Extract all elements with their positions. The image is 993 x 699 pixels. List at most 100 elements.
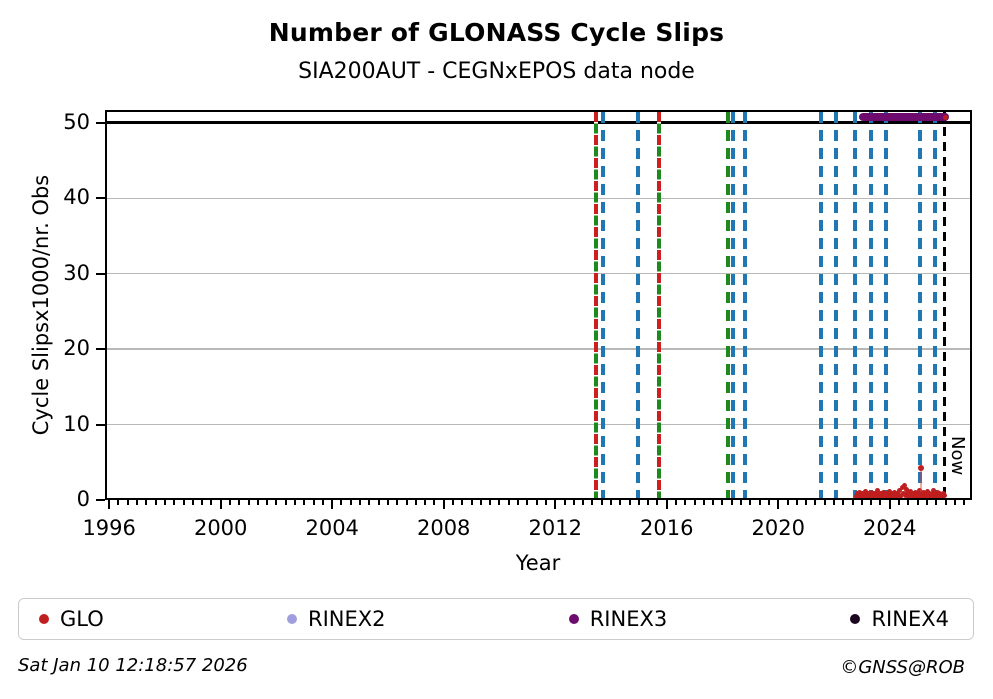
x-tick-minor	[656, 500, 659, 505]
glo-point	[921, 495, 927, 501]
glo-point	[895, 495, 901, 501]
x-tick-minor	[405, 500, 408, 505]
glo-point	[862, 489, 868, 495]
rinex3-span-line	[859, 113, 949, 122]
y-tick	[96, 423, 105, 426]
x-tick-minor	[721, 500, 724, 505]
event-line-blue-dashed	[635, 112, 640, 498]
x-tick-minor	[898, 500, 901, 505]
copyright-credit: ©GNSS@ROB	[840, 657, 965, 678]
glo-point	[911, 495, 917, 501]
x-tick-minor	[498, 500, 501, 505]
x-tick-minor	[386, 500, 389, 505]
y-tick	[96, 121, 105, 124]
y-tick	[96, 197, 105, 200]
h-gridline	[107, 348, 970, 350]
x-tick-minor	[693, 500, 696, 505]
event-line-green-dashed	[726, 112, 731, 498]
x-tick-minor	[805, 500, 808, 505]
x-tick-minor	[126, 500, 129, 505]
legend-label: RINEX4	[871, 607, 949, 631]
x-tick-minor	[544, 500, 547, 505]
glo-point	[930, 488, 936, 494]
glo-point	[898, 493, 904, 499]
x-tick-minor	[916, 500, 919, 505]
glo-point	[897, 488, 903, 494]
x-tick-minor	[359, 500, 362, 505]
x-tick-minor	[154, 500, 157, 505]
x-tick-major	[554, 500, 557, 509]
x-tick-minor	[637, 500, 640, 505]
x-tick-label: 1996	[82, 516, 136, 540]
x-tick-minor	[870, 500, 873, 505]
glo-outlier-stem	[919, 468, 922, 493]
glo-point	[941, 492, 947, 498]
x-tick-label: 2016	[640, 516, 694, 540]
x-tick-minor	[256, 500, 259, 505]
y-axis-label: Cycle Slipsx1000/nr. Obs	[29, 174, 53, 436]
x-tick-minor	[860, 500, 863, 505]
x-tick-minor	[433, 500, 436, 505]
event-line-blue-dashed	[833, 112, 838, 498]
x-tick-minor	[572, 500, 575, 505]
x-tick-minor	[907, 500, 910, 505]
x-tick-minor	[563, 500, 566, 505]
x-tick-minor	[925, 500, 928, 505]
x-tick-minor	[349, 500, 352, 505]
x-tick-minor	[321, 500, 324, 505]
page-subtitle: SIA200AUT - CEGNxEPOS data node	[298, 59, 695, 84]
h-gridline	[107, 272, 970, 275]
event-line-blue-dashed	[743, 112, 748, 498]
event-line-blue-dashed	[917, 112, 922, 498]
x-tick-minor	[163, 500, 166, 505]
x-tick-minor	[619, 500, 622, 505]
x-tick-major	[777, 500, 780, 509]
x-tick-major	[888, 500, 891, 509]
x-tick-minor	[489, 500, 492, 505]
x-tick-minor	[963, 500, 966, 505]
x-tick-minor	[340, 500, 343, 505]
glo-point	[899, 485, 905, 491]
event-line-blue-dashed	[868, 112, 873, 498]
now-annotation: Now	[947, 436, 968, 476]
x-tick-label: 2012	[528, 516, 582, 540]
plot-timestamp: Sat Jan 10 12:18:57 2026	[18, 655, 248, 676]
x-tick-label: 2000	[193, 516, 248, 540]
x-tick-minor	[842, 500, 845, 505]
x-tick-minor	[312, 500, 315, 505]
x-tick-major	[665, 500, 668, 509]
rinex3-marker-icon	[568, 614, 579, 624]
event-line-blue-dashed	[600, 112, 605, 498]
x-tick-minor	[303, 500, 306, 505]
x-tick-minor	[526, 500, 529, 505]
x-tick-minor	[786, 500, 789, 505]
x-tick-major	[219, 500, 222, 509]
legend-label: RINEX2	[307, 607, 386, 631]
legend-item-rinex4: RINEX4	[850, 607, 949, 631]
x-tick-minor	[814, 500, 817, 505]
y-tick	[96, 348, 105, 351]
x-tick-minor	[275, 500, 278, 505]
x-tick-minor	[591, 500, 594, 505]
y-tick	[96, 499, 105, 501]
h-gridline	[107, 197, 970, 199]
x-axis-label: Year	[515, 551, 561, 575]
rinex4-marker-icon	[850, 614, 861, 624]
x-tick-minor	[582, 500, 585, 505]
x-tick-minor	[767, 500, 770, 505]
x-tick-minor	[517, 500, 520, 505]
x-tick-minor	[628, 500, 631, 505]
x-tick-minor	[377, 500, 380, 505]
x-tick-minor	[944, 500, 947, 505]
legend-item-glo: GLO	[39, 607, 104, 631]
x-tick-major	[108, 500, 111, 509]
legend-item-rinex3: RINEX3	[568, 607, 667, 631]
y-tick-label: 30	[63, 260, 90, 285]
plot-frame	[105, 110, 972, 500]
y-tick-label: 20	[63, 336, 90, 361]
x-tick-minor	[210, 500, 213, 505]
x-tick-minor	[851, 500, 854, 505]
x-tick-minor	[758, 500, 761, 505]
x-tick-major	[442, 500, 445, 509]
x-tick-minor	[730, 500, 733, 505]
